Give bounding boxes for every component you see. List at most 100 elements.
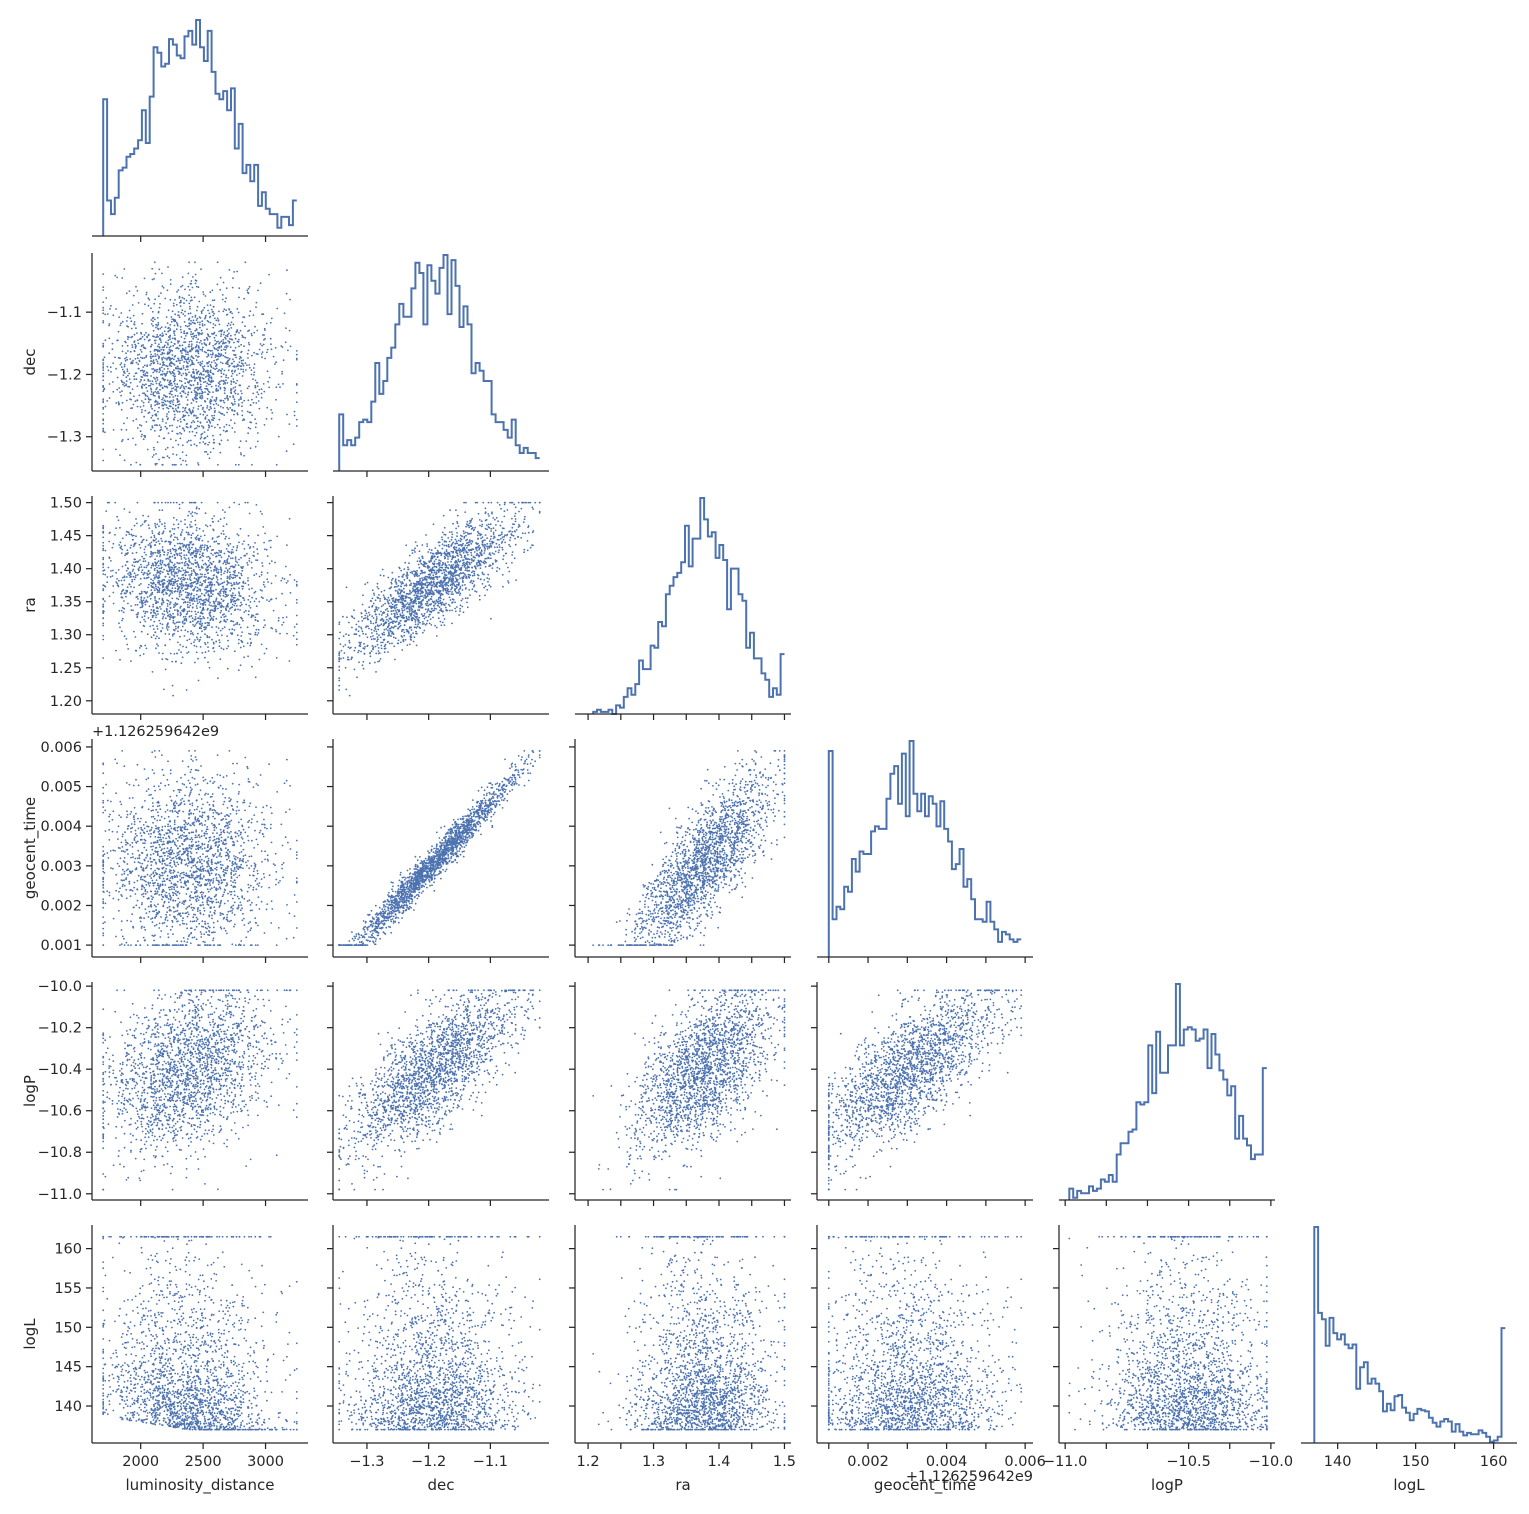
scatter-point: [102, 343, 104, 345]
scatter-point: [197, 338, 199, 340]
scatter-point: [165, 341, 167, 343]
scatter-point: [232, 287, 234, 289]
scatter-point: [217, 390, 219, 392]
scatter-point: [149, 399, 151, 401]
scatter-point: [184, 311, 186, 313]
scatter-point: [231, 381, 233, 383]
scatter-point: [196, 286, 198, 288]
scatter-point: [102, 364, 104, 366]
scatter-point: [231, 410, 233, 412]
scatter-point: [155, 355, 157, 357]
scatter-point: [133, 295, 135, 297]
scatter-point: [262, 334, 264, 336]
scatter-point: [125, 383, 127, 385]
scatter-point: [196, 432, 198, 434]
scatter-point: [218, 353, 220, 355]
scatter-point: [105, 339, 107, 341]
scatter-point: [163, 357, 165, 359]
scatter-point: [166, 347, 168, 349]
scatter-point: [170, 362, 172, 364]
scatter-point: [182, 407, 184, 409]
scatter-point: [121, 409, 123, 411]
scatter-point: [226, 407, 228, 409]
scatter-point: [193, 363, 195, 365]
scatter-point: [194, 389, 196, 391]
scatter-point: [207, 398, 209, 400]
scatter-point: [193, 415, 195, 417]
scatter-point: [102, 373, 104, 375]
scatter-point: [178, 358, 180, 360]
scatter-point: [172, 345, 174, 347]
scatter-point: [116, 340, 118, 342]
scatter-point: [218, 419, 220, 421]
scatter-point: [242, 321, 244, 323]
scatter-point: [270, 409, 272, 411]
scatter-point: [177, 325, 179, 327]
scatter-point: [213, 418, 215, 420]
scatter-point: [296, 419, 298, 421]
scatter-point: [234, 386, 236, 388]
scatter-point: [145, 395, 147, 397]
scatter-point: [129, 398, 131, 400]
scatter-point: [169, 351, 171, 353]
scatter-point: [133, 341, 135, 343]
scatter-point: [137, 400, 139, 402]
scatter-point: [154, 430, 156, 432]
scatter-point: [238, 405, 240, 407]
scatter-point: [232, 373, 234, 375]
scatter-point: [218, 343, 220, 345]
scatter-point: [182, 373, 184, 375]
scatter-point: [150, 307, 152, 309]
scatter-point: [247, 387, 249, 389]
scatter-point: [221, 349, 223, 351]
scatter-point: [198, 286, 200, 288]
scatter-point: [234, 398, 236, 400]
scatter-point: [184, 338, 186, 340]
scatter-point: [296, 383, 298, 385]
scatter-point: [116, 389, 118, 391]
scatter-point: [200, 268, 202, 270]
scatter-point: [227, 345, 229, 347]
scatter-point: [162, 374, 164, 376]
scatter-point: [224, 382, 226, 384]
scatter-point: [222, 407, 224, 409]
scatter-point: [221, 368, 223, 370]
scatter-point: [177, 370, 179, 372]
scatter-point: [227, 408, 229, 410]
scatter-point: [108, 370, 110, 372]
scatter-point: [198, 376, 200, 378]
scatter-point: [217, 350, 219, 352]
scatter-point: [257, 353, 259, 355]
scatter-point: [211, 356, 213, 358]
scatter-point: [126, 325, 128, 327]
scatter-point: [227, 334, 229, 336]
scatter-point: [196, 417, 198, 419]
scatter-point: [193, 320, 195, 322]
scatter-point: [154, 424, 156, 426]
scatter-point: [142, 313, 144, 315]
scatter-point: [150, 429, 152, 431]
scatter-point: [151, 368, 153, 370]
scatter-point: [270, 343, 272, 345]
scatter-point: [221, 340, 223, 342]
scatter-point: [199, 362, 201, 364]
scatter-point: [240, 368, 242, 370]
scatter-point: [147, 395, 149, 397]
scatter-point: [177, 420, 179, 422]
scatter-point: [187, 369, 189, 371]
scatter-point: [202, 441, 204, 443]
scatter-point: [135, 286, 137, 288]
scatter-point: [185, 393, 187, 395]
scatter-point: [207, 310, 209, 312]
scatter-point: [179, 296, 181, 298]
scatter-point: [174, 319, 176, 321]
scatter-point: [187, 404, 189, 406]
scatter-point: [238, 464, 240, 466]
scatter-point: [176, 390, 178, 392]
scatter-point: [132, 438, 134, 440]
scatter-point: [189, 359, 191, 361]
scatter-point: [191, 349, 193, 351]
scatter-point: [199, 316, 201, 318]
scatter-point: [187, 391, 189, 393]
scatter-point: [127, 316, 129, 318]
